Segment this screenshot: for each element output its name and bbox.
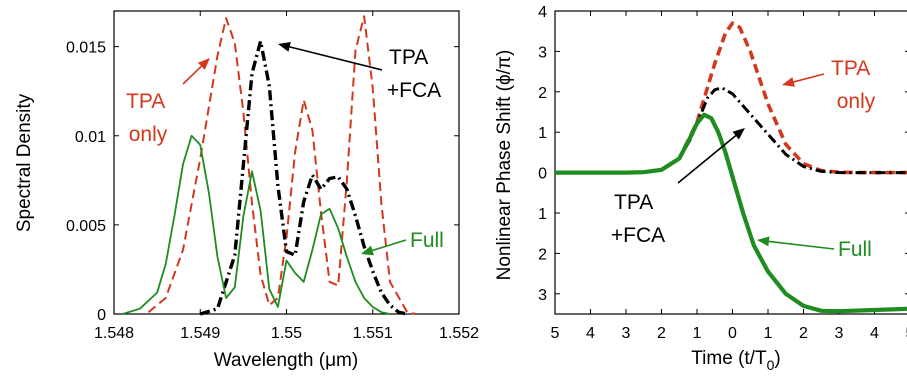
y-tick-label: 0.015 [66, 40, 106, 57]
x-tick-label: 4 [870, 325, 879, 342]
annotation-tpa-only-phase: TPA only [831, 57, 876, 113]
annotation-full-phase: Full [838, 238, 872, 261]
x-tick-label: 1.552 [439, 325, 479, 342]
annotation-arrow-head [197, 58, 210, 70]
phase-arrows [677, 73, 835, 250]
annotation-arrow-shaft [793, 73, 825, 83]
y-tick-label: 2 [538, 85, 547, 102]
spectrum-arrows [182, 42, 407, 256]
y-tick-label: 1 [538, 125, 547, 142]
y-tick-label: 0.01 [75, 129, 106, 146]
x-tick-label: 2 [657, 325, 666, 342]
x-tick-label: 1.548 [94, 325, 134, 342]
spectrum-x-axis-label: Wavelength (μm) [214, 350, 358, 371]
phase-lines [555, 21, 907, 314]
annotation-arrow-head [361, 245, 374, 256]
x-tick-label: 1.55 [271, 325, 302, 342]
x-tick-label: 4 [586, 325, 595, 342]
y-tick-label: 4 [538, 4, 547, 21]
annotation-full-spectrum: Full [410, 229, 444, 252]
series-line-full [555, 112, 907, 314]
y-tick-label: 0 [97, 307, 106, 324]
x-tick-label: 0 [728, 325, 737, 342]
annotation-arrow-head [757, 236, 770, 247]
x-tick-label: 5 [551, 325, 560, 342]
phase-ticks: 5 4 3 2 1 0 1 2 3 4 5 3 2 1 0 1 2 3 4 [538, 4, 907, 342]
x-tick-label: 1 [764, 325, 773, 342]
series-line-tpa-only [147, 15, 417, 315]
x-tick-label: 1 [693, 325, 702, 342]
y-tick-label: 1 [538, 206, 547, 223]
x-tick-label: 5 [906, 325, 907, 342]
annotation-arrow-shaft [372, 239, 407, 252]
annotation-tpa-fca-spectrum: TPA +FCA [387, 46, 441, 102]
annotation-arrow-shaft [677, 134, 737, 184]
y-tick-label: 3 [538, 44, 547, 61]
spectrum-ticks: 1.548 1.549 1.55 1.551 1.552 0 0.005 0.01 0.015 [66, 11, 479, 342]
series-line-full [122, 134, 391, 315]
phase-x-axis-label: Time (t/T0) [691, 348, 780, 373]
annotation-tpa-only-spectrum: TPA only [126, 90, 170, 146]
y-tick-label: 3 [538, 287, 547, 304]
series-line-tpa-fca [199, 39, 408, 316]
annotation-arrow-shaft [768, 240, 835, 250]
annotation-arrow-head [782, 77, 795, 87]
annotation-arrow-shaft [289, 46, 383, 71]
phase-y-axis-label: Nonlinear Phase Shift (ϕ/π) [494, 50, 515, 281]
y-tick-label: 2 [538, 246, 547, 263]
annotation-tpa-fca-phase: TPA +FCA [611, 191, 665, 247]
annotation-arrow-head [732, 128, 745, 140]
x-tick-label: 3 [835, 325, 844, 342]
annotation-arrow-shaft [182, 65, 202, 85]
x-tick-label: 3 [622, 325, 631, 342]
x-tick-label: 1.551 [353, 325, 393, 342]
y-tick-label: 0 [538, 166, 547, 183]
x-tick-label: 2 [799, 325, 808, 342]
y-tick-label: 0.005 [66, 218, 106, 235]
phase-panel: 5 4 3 2 1 0 1 2 3 4 5 3 2 1 0 1 2 3 4 Time (t/T0) Nonlinea… [494, 4, 907, 373]
spectrum-lines [122, 15, 417, 316]
spectrum-y-axis-label: Spectral Density [14, 93, 35, 232]
annotation-arrow-head [278, 42, 291, 52]
spectrum-panel: 1.548 1.549 1.55 1.551 1.55200.0050.010.015 … [14, 10, 479, 371]
x-tick-label: 1.549 [180, 325, 220, 342]
